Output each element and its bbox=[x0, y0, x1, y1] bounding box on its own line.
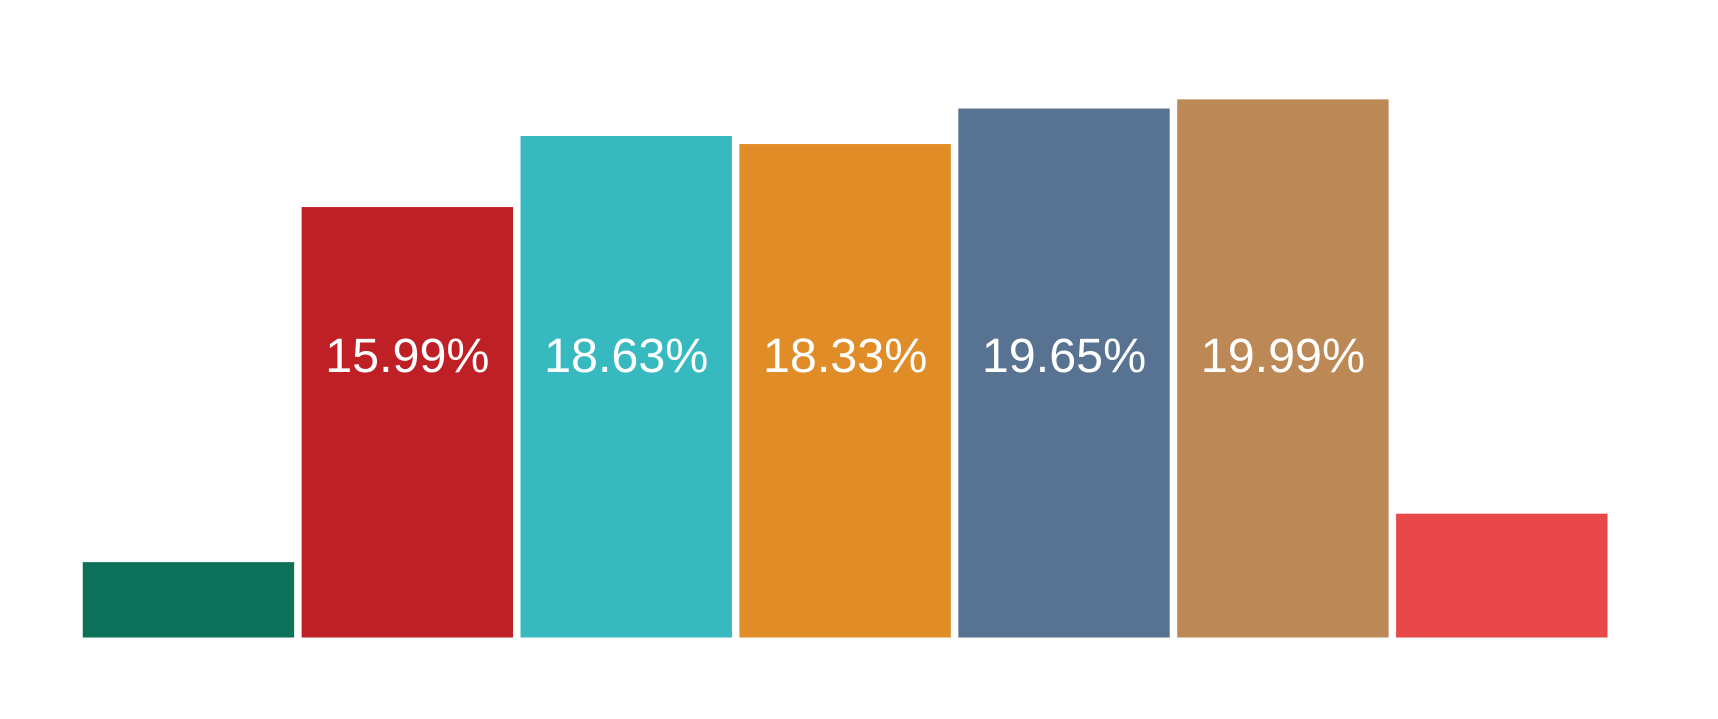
bar-1 bbox=[82, 562, 295, 638]
bar-2 bbox=[301, 207, 514, 638]
data-label-3: 18.63% bbox=[544, 329, 708, 383]
bar-4 bbox=[739, 144, 951, 638]
data-label-6: 19.99% bbox=[1201, 329, 1365, 383]
data-label-4: 18.33% bbox=[763, 329, 927, 383]
bar-7 bbox=[1396, 513, 1608, 638]
bar-5 bbox=[958, 108, 1170, 638]
data-label-2: 15.99% bbox=[325, 329, 489, 383]
bar-6 bbox=[1177, 99, 1389, 638]
bar-3 bbox=[520, 135, 732, 638]
data-label-5: 19.65% bbox=[982, 329, 1146, 383]
